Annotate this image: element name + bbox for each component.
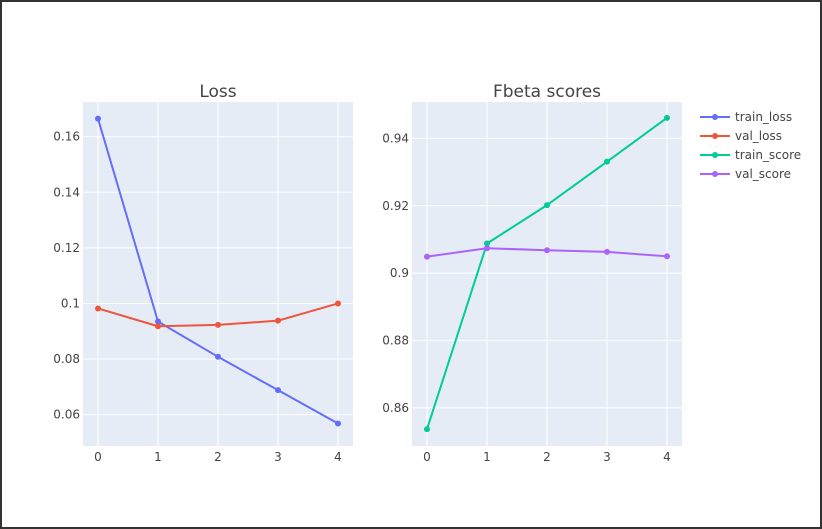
y-tick-label: 0.88 — [382, 334, 409, 348]
legend-marker-train_loss[interactable] — [712, 114, 718, 120]
data-point-val_score[interactable] — [544, 247, 550, 254]
x-tick-label: 1 — [483, 450, 491, 464]
data-point-val_loss[interactable] — [155, 323, 161, 330]
y-tick-label: 0.08 — [53, 352, 80, 366]
legend-marker-val_score[interactable] — [712, 171, 718, 177]
legend-label-val_loss[interactable]: val_loss — [735, 129, 782, 143]
data-point-train_loss[interactable] — [155, 318, 161, 325]
data-point-train_score[interactable] — [664, 114, 670, 121]
y-tick-label: 0.16 — [53, 130, 80, 144]
data-point-val_loss[interactable] — [215, 321, 221, 328]
data-point-train_score[interactable] — [544, 202, 550, 209]
legend-label-train_score[interactable]: train_score — [735, 148, 801, 162]
y-tick-label: 0.92 — [382, 199, 409, 213]
data-point-train_loss[interactable] — [215, 353, 221, 360]
data-point-val_loss[interactable] — [95, 305, 101, 312]
x-tick-label: 2 — [214, 450, 222, 464]
data-point-val_loss[interactable] — [275, 317, 281, 324]
data-point-val_score[interactable] — [484, 245, 490, 252]
legend-marker-val_loss[interactable] — [712, 133, 718, 139]
legend-marker-train_score[interactable] — [712, 152, 718, 158]
y-tick-label: 0.9 — [390, 266, 409, 280]
y-tick-label: 0.12 — [53, 241, 80, 255]
x-tick-label: 4 — [663, 450, 671, 464]
data-point-train_score[interactable] — [424, 426, 430, 433]
data-point-val_score[interactable] — [664, 253, 670, 260]
plot-title-1: Loss — [199, 82, 236, 102]
data-point-train_loss[interactable] — [275, 387, 281, 394]
x-tick-label: 0 — [423, 450, 431, 464]
y-tick-label: 0.1 — [61, 296, 80, 310]
x-tick-label: 0 — [94, 450, 102, 464]
x-tick-label: 2 — [543, 450, 551, 464]
data-point-train_loss[interactable] — [335, 420, 341, 427]
x-tick-label: 3 — [274, 450, 282, 464]
data-point-train_score[interactable] — [484, 240, 490, 247]
y-tick-label: 0.14 — [53, 185, 80, 199]
legend-label-val_score[interactable]: val_score — [735, 167, 791, 181]
legend-label-train_loss[interactable]: train_loss — [735, 110, 792, 124]
y-tick-label: 0.06 — [53, 408, 80, 422]
y-tick-label: 0.86 — [382, 401, 409, 415]
x-tick-label: 4 — [334, 450, 342, 464]
data-point-train_loss[interactable] — [95, 115, 101, 122]
plot-title-2: Fbeta scores — [493, 82, 601, 102]
x-tick-label: 1 — [154, 450, 162, 464]
data-point-val_score[interactable] — [604, 248, 610, 255]
data-point-val_loss[interactable] — [335, 300, 341, 307]
data-point-val_score[interactable] — [424, 253, 430, 260]
x-tick-label: 3 — [603, 450, 611, 464]
y-tick-label: 0.94 — [382, 131, 409, 145]
data-point-train_score[interactable] — [604, 158, 610, 165]
